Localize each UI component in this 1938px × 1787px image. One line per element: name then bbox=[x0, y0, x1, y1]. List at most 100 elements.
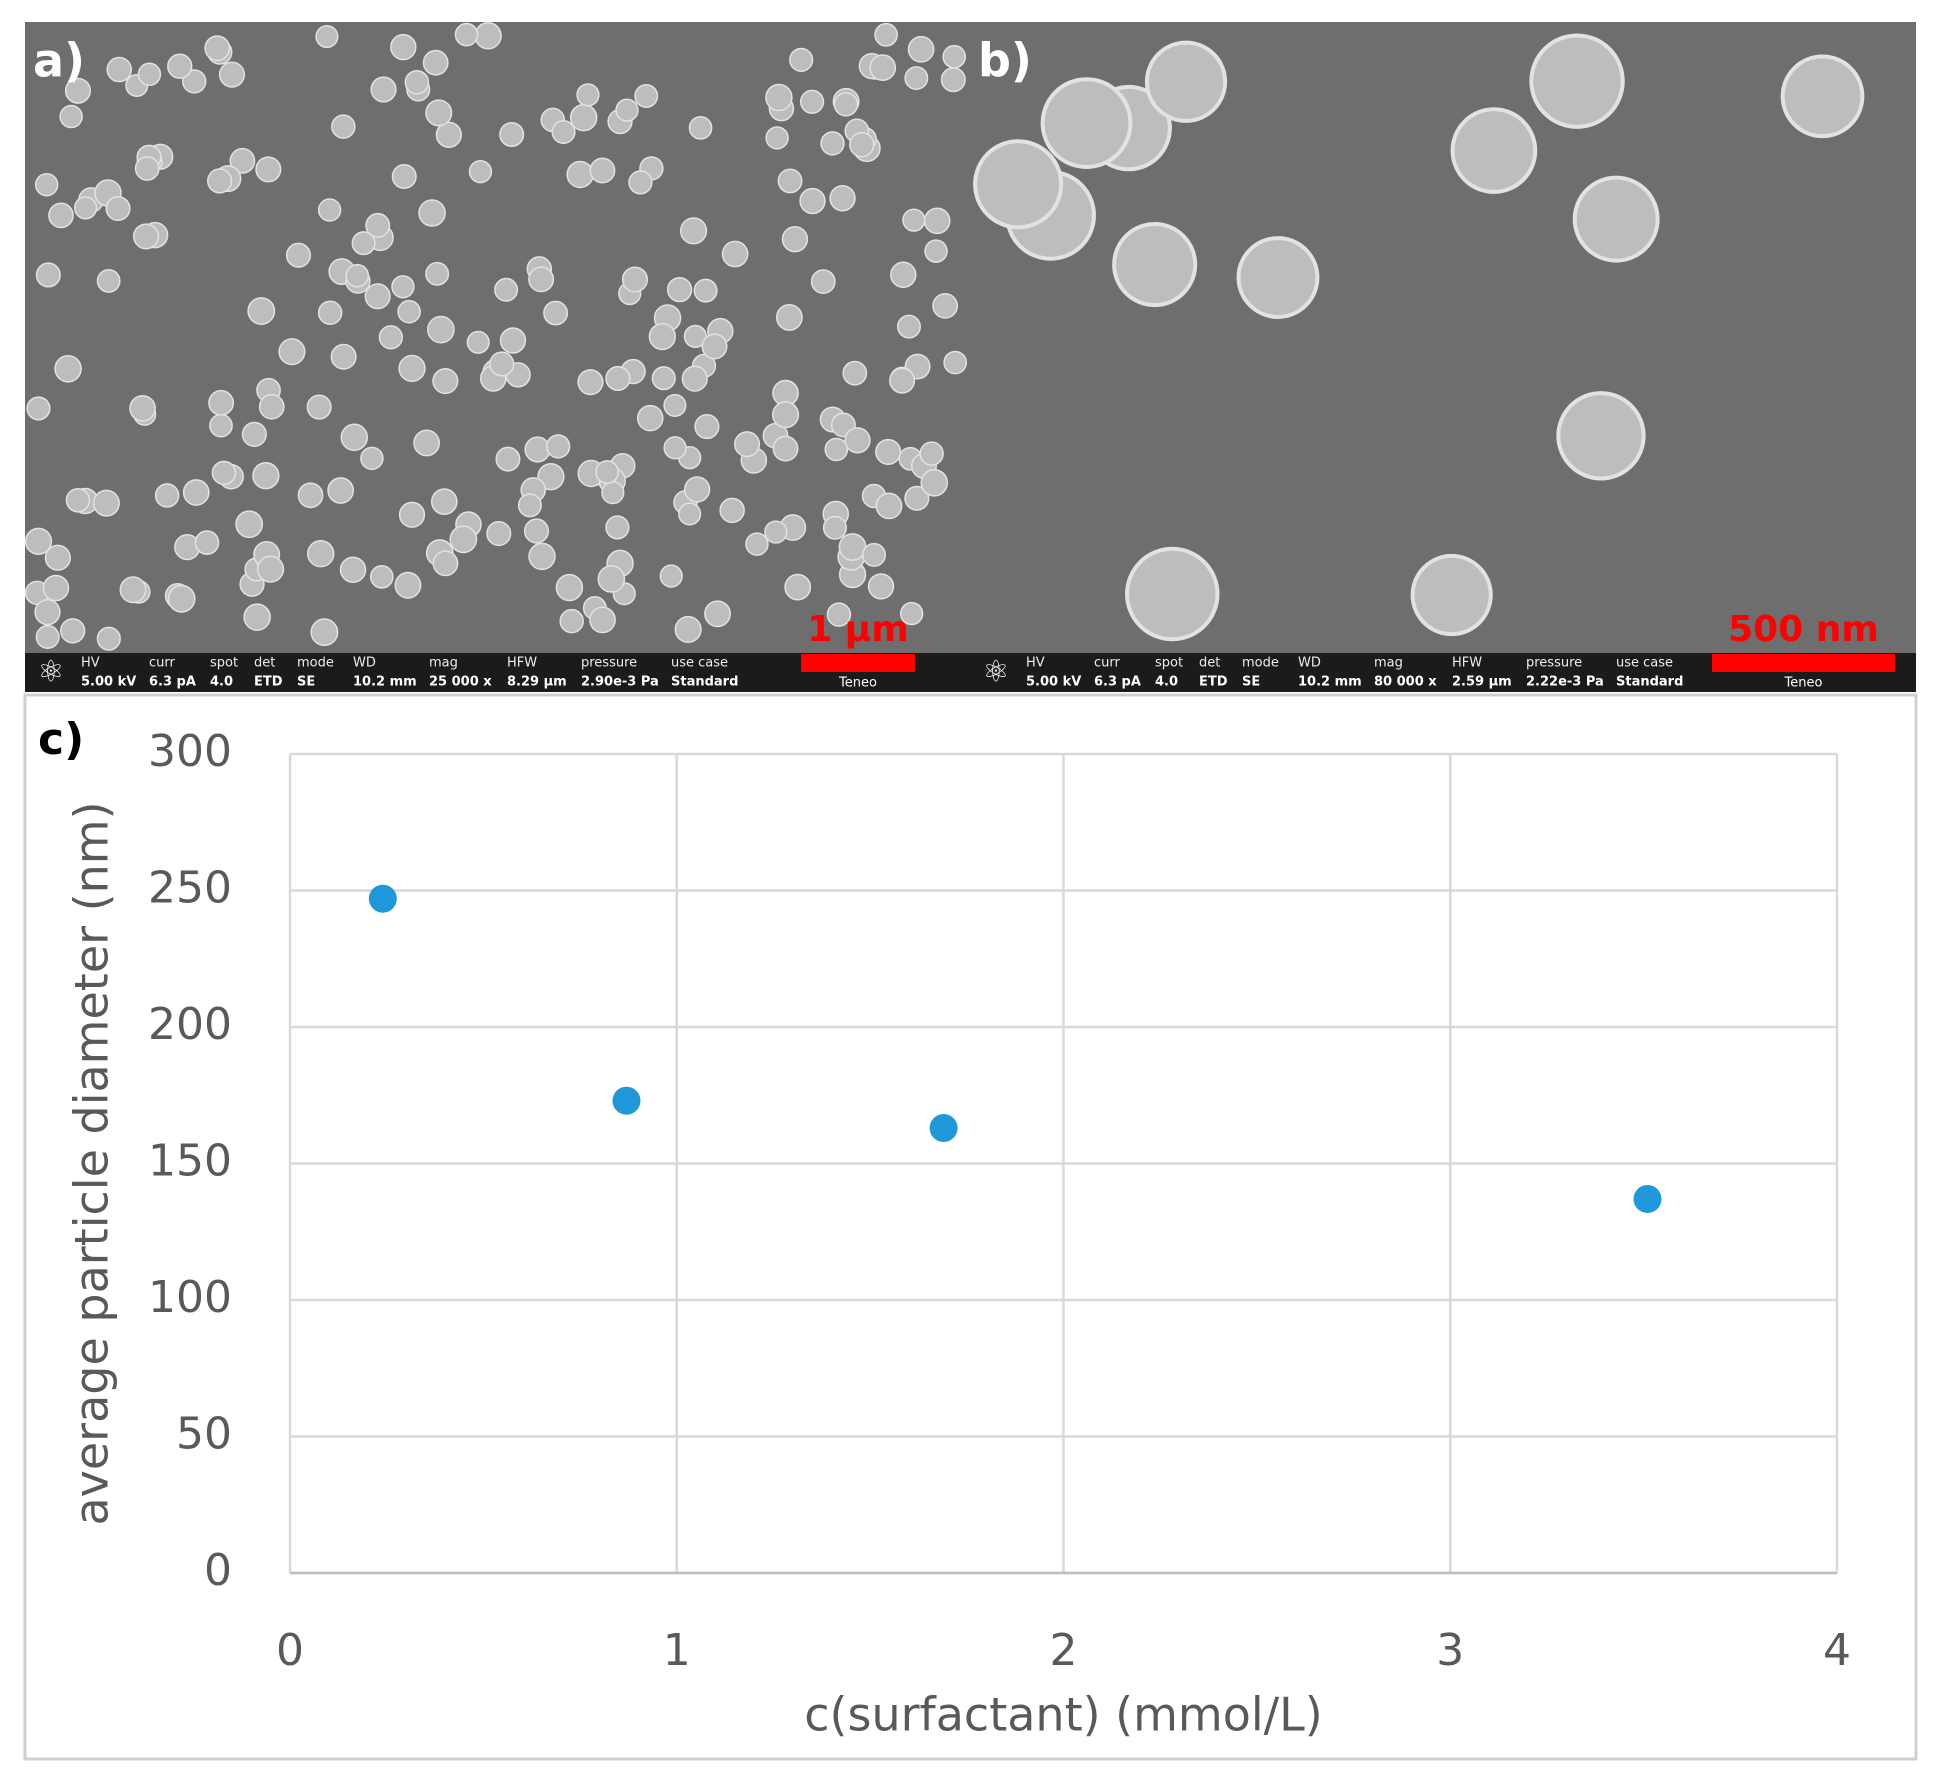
particle bbox=[597, 565, 626, 593]
particle bbox=[824, 437, 849, 462]
particle bbox=[524, 436, 551, 463]
particle bbox=[398, 501, 426, 528]
particle bbox=[370, 76, 397, 103]
particle bbox=[1780, 54, 1865, 139]
particle bbox=[764, 520, 788, 544]
particle bbox=[543, 300, 569, 326]
info-value: 4.0 bbox=[210, 675, 233, 690]
particle bbox=[208, 389, 235, 416]
brand: Teneo bbox=[1784, 676, 1823, 691]
particle bbox=[721, 240, 749, 268]
particle bbox=[209, 413, 233, 438]
particle bbox=[734, 431, 761, 458]
info-value: 2.22e-3 Pa bbox=[1526, 675, 1604, 690]
particle bbox=[919, 441, 944, 466]
particle bbox=[105, 196, 131, 222]
info-value: 10.2 mm bbox=[353, 675, 417, 690]
particle bbox=[694, 413, 720, 440]
particle bbox=[799, 187, 826, 215]
info-label: curr bbox=[149, 656, 176, 671]
particle bbox=[59, 104, 83, 129]
particle bbox=[167, 584, 196, 613]
particle bbox=[430, 488, 458, 516]
particle bbox=[810, 269, 836, 295]
particle bbox=[875, 438, 902, 466]
particle bbox=[330, 343, 357, 370]
particle bbox=[674, 615, 702, 644]
scale-bar-label: 1 µm bbox=[807, 609, 909, 650]
particle bbox=[681, 365, 708, 392]
particle bbox=[838, 533, 867, 561]
info-label: HFW bbox=[507, 656, 537, 671]
y-tick-label: 200 bbox=[148, 999, 232, 1050]
particle bbox=[701, 333, 728, 360]
scale-bar bbox=[801, 654, 915, 672]
particle bbox=[73, 196, 98, 220]
particle bbox=[1144, 40, 1228, 123]
particle bbox=[1529, 33, 1625, 129]
particle bbox=[663, 436, 687, 460]
info-label: spot bbox=[1155, 656, 1183, 671]
info-value: Standard bbox=[671, 675, 738, 690]
particle bbox=[44, 544, 71, 571]
particle bbox=[899, 601, 924, 626]
y-tick-label: 50 bbox=[176, 1409, 232, 1460]
particle bbox=[1236, 236, 1320, 319]
particle bbox=[247, 297, 276, 325]
info-label: pressure bbox=[1526, 656, 1582, 671]
info-label: WD bbox=[353, 656, 376, 671]
info-value: 5.00 kV bbox=[1026, 675, 1081, 690]
particle bbox=[765, 126, 789, 150]
particle bbox=[64, 77, 91, 104]
particle bbox=[615, 98, 639, 122]
info-label: det bbox=[254, 656, 275, 671]
particle bbox=[278, 338, 306, 366]
y-tick-label: 100 bbox=[148, 1272, 232, 1323]
info-label: WD bbox=[1298, 656, 1321, 671]
particle bbox=[595, 460, 620, 484]
sem-panel: a) ⚛ HV 5.00 kV curr 6.3 pA spot 4.0 det ETD mode S… bbox=[24, 22, 971, 692]
detector-icon: ⚛ bbox=[983, 655, 1010, 690]
scale-bar bbox=[1712, 654, 1895, 672]
sem-image bbox=[25, 22, 971, 653]
particle bbox=[449, 525, 478, 554]
info-label: pressure bbox=[581, 656, 637, 671]
data-point bbox=[368, 884, 397, 913]
particle bbox=[339, 556, 367, 584]
particle bbox=[1040, 77, 1133, 169]
particle bbox=[907, 35, 935, 63]
info-value: 8.29 µm bbox=[507, 675, 567, 690]
particle bbox=[666, 276, 693, 303]
info-label: mag bbox=[1374, 656, 1403, 671]
particle bbox=[775, 303, 803, 331]
info-label: mag bbox=[429, 656, 458, 671]
particle bbox=[468, 159, 493, 184]
x-tick-label: 1 bbox=[663, 1625, 691, 1676]
info-value: SE bbox=[1242, 675, 1260, 690]
particle bbox=[551, 119, 576, 145]
info-label: spot bbox=[210, 656, 238, 671]
particle bbox=[48, 202, 74, 229]
x-tick-label: 0 bbox=[276, 1625, 304, 1676]
particle bbox=[360, 446, 384, 471]
particle bbox=[924, 239, 948, 263]
particle bbox=[454, 22, 479, 47]
particle bbox=[182, 69, 207, 94]
particle bbox=[34, 172, 59, 197]
sem-panel: b) ⚛ HV 5.00 kV curr 6.3 pA spot 4.0 det ETD mode S… bbox=[970, 22, 1916, 692]
particle bbox=[784, 573, 812, 601]
particle bbox=[688, 115, 713, 140]
particle bbox=[154, 483, 180, 508]
particle bbox=[495, 446, 521, 472]
scale-bar-label: 500 nm bbox=[1728, 609, 1879, 650]
particle bbox=[940, 67, 966, 93]
particle bbox=[494, 277, 519, 302]
particle bbox=[34, 599, 61, 626]
particle bbox=[391, 275, 415, 299]
particle bbox=[789, 47, 814, 72]
particle bbox=[317, 300, 343, 326]
particle bbox=[137, 62, 162, 87]
particle bbox=[499, 121, 525, 148]
particle bbox=[896, 314, 921, 339]
